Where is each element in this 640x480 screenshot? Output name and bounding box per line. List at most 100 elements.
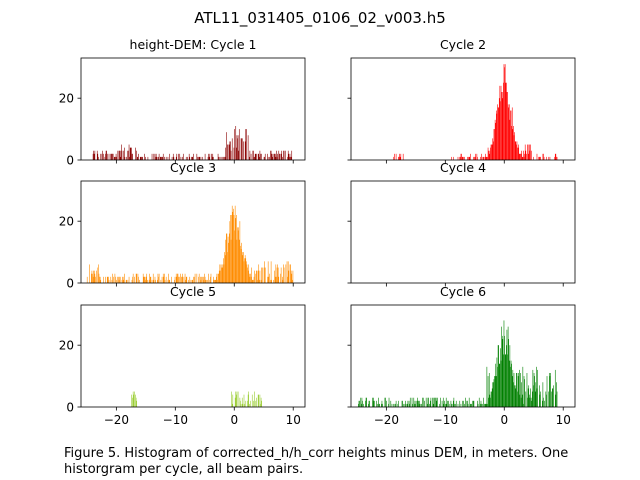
bar [482,403,484,407]
bar [419,400,420,407]
bar [160,156,162,160]
bar [358,403,359,407]
bar [144,276,145,283]
bar [121,144,122,160]
bar [283,150,284,160]
bar [111,153,113,160]
bar [508,104,510,160]
bar [486,156,488,160]
bar [236,239,238,283]
bar [155,156,156,160]
bar [492,138,494,160]
bar [395,403,396,407]
bars-3 [86,205,294,283]
bar [191,156,192,160]
bar [234,205,236,283]
bar [205,279,206,283]
bar [555,394,557,407]
bar [182,156,183,160]
bar [115,153,117,160]
bar [510,360,512,407]
bar [182,273,183,283]
bar [277,267,279,283]
bar [376,400,377,407]
bar [529,397,531,407]
bars-1 [92,126,293,160]
bar [491,391,492,407]
bar [232,211,234,283]
bar [289,153,291,160]
y-tick-label: 20 [59,92,74,106]
bar [527,397,528,407]
bar [157,156,159,160]
bar [254,270,255,283]
bar [111,153,112,160]
bars-5 [131,391,262,407]
bar [89,264,90,283]
bar [211,153,212,160]
bar [509,119,511,160]
bar [450,400,452,407]
bar [556,382,557,407]
bar [496,376,497,407]
bar [164,273,165,283]
bar [256,270,257,283]
bar [403,403,405,407]
axes-frame-3 [80,180,306,284]
bar [248,264,250,283]
bar [235,391,237,407]
bar [368,403,369,407]
bar [418,403,420,407]
bar [220,156,222,160]
panel-2: Cycle 2 [347,37,576,164]
bar [257,394,259,407]
bar [287,150,289,160]
bar [372,400,374,407]
bar [222,267,224,283]
bar [214,279,215,283]
bar [202,156,204,160]
bar [279,153,281,160]
x-tick-label: 0 [500,413,508,427]
bar [241,252,243,283]
bar [276,276,277,283]
bar [424,400,425,407]
bar [196,153,198,160]
bar [475,153,476,160]
bar [270,150,271,160]
x-tick-label: 10 [286,413,301,427]
bar [243,141,244,160]
bar [161,156,162,160]
bar [226,132,227,160]
bar [118,276,119,283]
bar [215,279,216,283]
bar [523,376,525,407]
bar [97,267,99,283]
bar [198,276,199,283]
bar [521,394,523,407]
bar [488,153,490,160]
bar [234,129,235,160]
bar [116,156,117,160]
bar [122,276,123,283]
axes-frame-6 [350,304,576,408]
bar [487,147,489,160]
bar [234,397,236,407]
bar [124,147,125,160]
bar [494,129,495,160]
bar [187,156,188,160]
bar [435,397,436,407]
bar [540,391,541,407]
bar [138,276,139,283]
bar [204,276,206,283]
bar [144,276,146,283]
bar [541,400,543,407]
bar [473,400,475,407]
bar [227,252,228,283]
bar [114,156,116,160]
bar [359,400,360,407]
bar [467,403,469,407]
bar [397,403,399,407]
bar [240,138,242,160]
